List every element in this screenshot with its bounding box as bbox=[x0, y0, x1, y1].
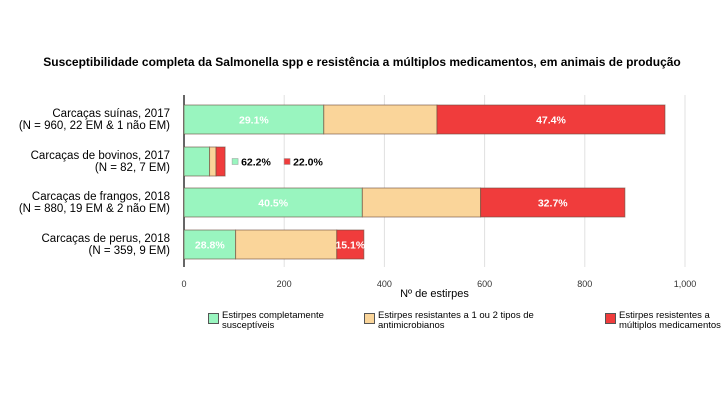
data-label-marker bbox=[283, 158, 291, 165]
bar-segment bbox=[361, 187, 482, 218]
data-label: 62.2% bbox=[241, 157, 271, 169]
bar-segment bbox=[183, 187, 363, 218]
data-label: 28.8% bbox=[195, 240, 225, 252]
data-label: 32.7% bbox=[538, 198, 568, 210]
x-tick-label: 400 bbox=[377, 279, 392, 289]
category-label: Carcaças de frangos, 2018 bbox=[32, 191, 170, 203]
data-label: 22.0% bbox=[293, 157, 323, 169]
category-label: Carcaças de perus, 2018 bbox=[42, 233, 171, 245]
x-axis-label: Nº de estirpes bbox=[400, 288, 469, 300]
category-label: Carcaças suínas, 2017 bbox=[52, 108, 170, 120]
legend-swatch-tan bbox=[364, 313, 375, 324]
x-tick-label: 0 bbox=[181, 279, 186, 289]
x-tick-label: 600 bbox=[477, 279, 492, 289]
x-tick-label: 1,000 bbox=[674, 279, 697, 289]
data-label: 29.1% bbox=[239, 115, 269, 127]
data-label: 47.4% bbox=[536, 115, 566, 127]
legend-item-1-2-resistant: Estirpes resistantes a 1 ou 2 tipos de a… bbox=[364, 311, 564, 331]
category-label: Carcaças de bovinos, 2017 bbox=[31, 150, 170, 162]
x-tick-label: 800 bbox=[577, 279, 592, 289]
x-tick-label: 200 bbox=[277, 279, 292, 289]
category-label: (N = 960, 22 EM & 1 não EM) bbox=[19, 120, 170, 132]
legend-item-susceptible: Estirpes completamente susceptíveis bbox=[208, 311, 358, 331]
chart-title: Susceptibilidade completa da Salmonella … bbox=[43, 55, 681, 69]
bar-segment bbox=[209, 146, 217, 177]
legend-label: Estirpes completamente susceptíveis bbox=[222, 310, 324, 331]
bar-segment bbox=[183, 229, 237, 260]
bar-segment bbox=[336, 229, 365, 260]
bar-segment bbox=[235, 229, 338, 260]
data-label: 40.5% bbox=[258, 198, 288, 210]
category-label: (N = 880, 19 EM & 2 não EM) bbox=[19, 203, 170, 215]
bar-segment bbox=[480, 187, 626, 218]
bar-segment bbox=[215, 146, 226, 177]
category-label: (N = 82, 7 EM) bbox=[95, 162, 170, 174]
data-label-marker bbox=[231, 158, 239, 165]
legend-item-multi-resistant: Estirpes resistentes a múltiplos medicam… bbox=[605, 311, 723, 331]
bar-segment bbox=[436, 104, 666, 135]
data-label: 15.1% bbox=[335, 240, 365, 252]
bar-segment bbox=[183, 146, 211, 177]
category-label: (N = 359, 9 EM) bbox=[89, 245, 171, 257]
legend-label: Estirpes resistentes a múltiplos medicam… bbox=[619, 310, 721, 331]
legend-label: Estirpes resistantes a 1 ou 2 tipos de a… bbox=[378, 310, 534, 331]
legend-swatch-green bbox=[208, 313, 219, 324]
legend-swatch-red bbox=[605, 313, 616, 324]
bar-segment bbox=[323, 104, 438, 135]
